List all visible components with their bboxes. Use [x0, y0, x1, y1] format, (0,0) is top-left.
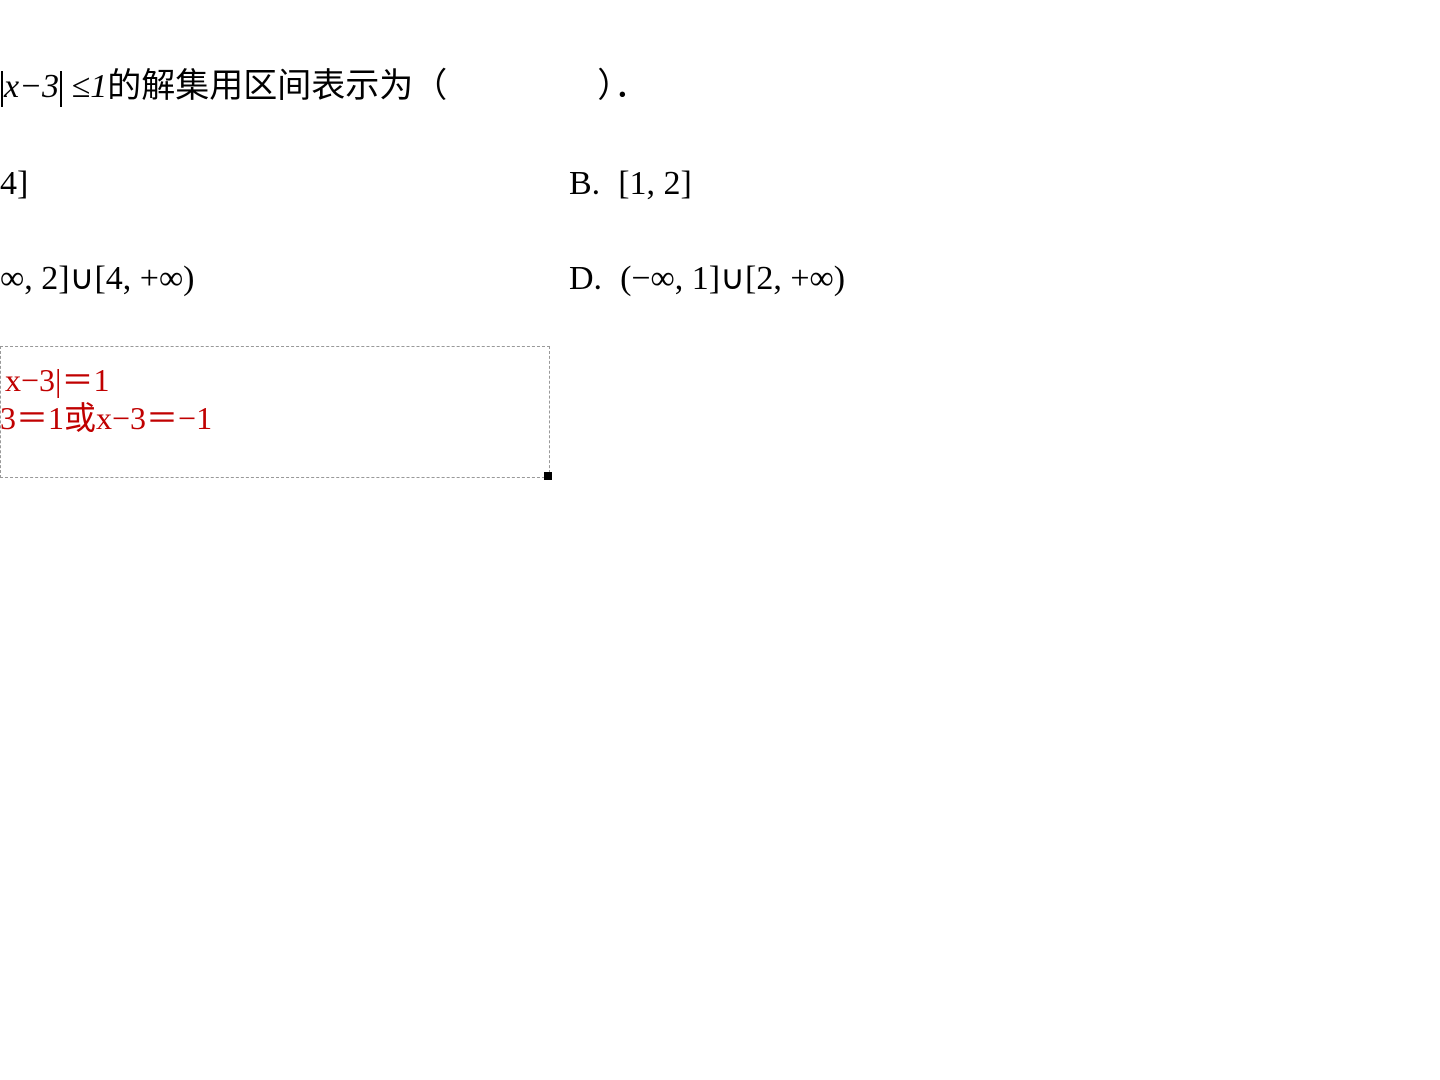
option-d-label: D. — [569, 260, 602, 297]
option-c[interactable]: ∞, 2]∪[4, +∞) — [0, 258, 195, 298]
option-b-label: B. — [569, 165, 600, 202]
option-a-value: 4] — [0, 165, 28, 202]
question-close: ）． — [597, 68, 648, 105]
option-d-value: (−∞, 1]∪[2, +∞) — [620, 260, 845, 297]
option-b-value: [1, 2] — [618, 165, 692, 202]
work-line2-text: 3＝1或x−3＝−1 — [0, 400, 212, 436]
question-var: x — [4, 68, 19, 105]
option-a[interactable]: 4] — [0, 165, 28, 203]
resize-handle[interactable] — [544, 472, 552, 480]
question-mid: −3 — [19, 68, 59, 105]
question-rel: ≤1 — [63, 68, 107, 105]
option-c-value: ∞, 2]∪[4, +∞) — [0, 260, 195, 297]
question-cn: 的解集用区间表示为（ — [107, 68, 447, 105]
abs-bar-right — [60, 71, 62, 107]
abs-bar-left — [1, 71, 3, 107]
option-d[interactable]: D. (−∞, 1]∪[2, +∞) — [569, 258, 845, 298]
work-line-2: 3＝1或x−3＝−1 — [0, 393, 212, 439]
question-stem: x−3 ≤1的解集用区间表示为（ ）． — [0, 58, 648, 107]
option-b[interactable]: B. [1, 2] — [569, 165, 692, 203]
